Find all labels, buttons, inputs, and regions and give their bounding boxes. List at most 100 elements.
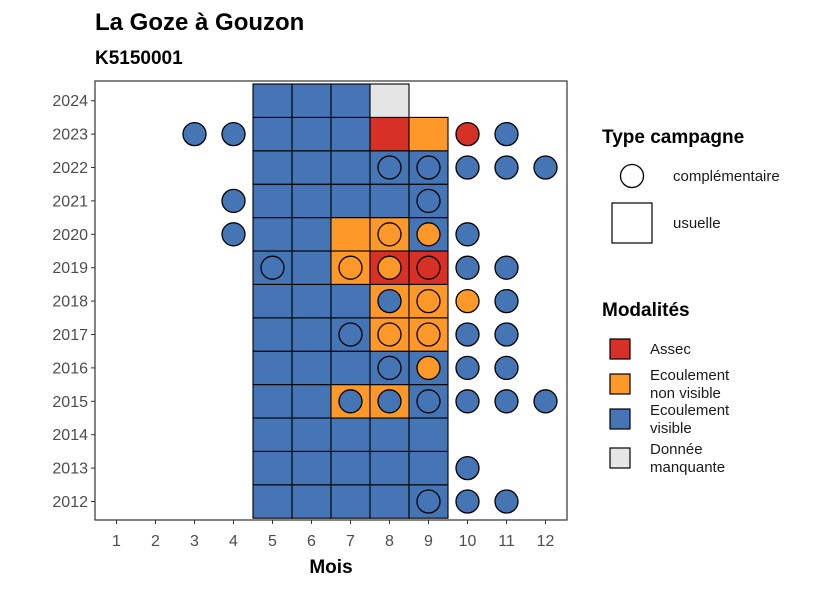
- tile-2015-6: [291, 384, 332, 419]
- y-tick-label-2013: 2013: [52, 461, 88, 478]
- tile-2023-5: [252, 116, 293, 152]
- point-2022-8: [377, 155, 402, 180]
- tile-2021-7: [330, 183, 371, 219]
- tile-2018-5: [252, 283, 293, 319]
- legend-shape-title: Type campagne: [602, 127, 744, 148]
- legend-circle-key: [619, 163, 645, 189]
- x-tick-label-6: 6: [307, 533, 316, 550]
- tile-2016-6: [291, 350, 332, 386]
- legend-color-label: Donnée: [650, 441, 703, 458]
- point-2020-8: [377, 222, 402, 247]
- point-2018-10: [455, 288, 480, 314]
- tile-2022-5: [252, 150, 293, 185]
- x-tick-label-4: 4: [229, 533, 238, 550]
- legend-color-label: manquante: [650, 459, 725, 476]
- legend-color-title: Modalités: [602, 300, 690, 321]
- point-2013-10: [455, 455, 480, 481]
- point-2022-10: [455, 155, 480, 180]
- tile-2022-6: [291, 150, 332, 185]
- legend-swatch-ecoulement_visible: [609, 408, 631, 430]
- y-tick-label-2019: 2019: [52, 260, 88, 277]
- tile-2024-7: [330, 83, 371, 118]
- point-2018-11: [494, 288, 519, 314]
- tile-2014-6: [291, 417, 332, 452]
- x-tick-label-2: 2: [151, 533, 160, 550]
- legend-color-label: Ecoulement: [650, 367, 730, 384]
- tile-2014-7: [330, 417, 371, 452]
- tile-2015-5: [252, 384, 293, 419]
- x-tick-label-12: 12: [537, 533, 555, 550]
- y-tick-label-2017: 2017: [52, 327, 88, 344]
- point-2017-7: [338, 322, 363, 347]
- y-tick-label-2018: 2018: [52, 294, 88, 311]
- tile-2013-6: [291, 450, 332, 486]
- tile-2018-6: [291, 283, 332, 319]
- tile-2020-6: [291, 217, 332, 252]
- x-tick-label-5: 5: [268, 533, 277, 550]
- y-tick-label-2021: 2021: [52, 193, 88, 210]
- point-2021-9: [416, 188, 441, 214]
- x-axis: 1 2 3 4 5 6 7 8 9 10 11 12: [112, 520, 555, 550]
- tile-2021-6: [291, 183, 332, 219]
- point-2023-11: [494, 121, 519, 147]
- tile-2024-8: [369, 83, 410, 118]
- legend: Type campagne complémentaire usuelle Modali…: [602, 127, 780, 476]
- legend-shape-label: complémentaire: [673, 168, 780, 185]
- tile-2021-5: [252, 183, 293, 219]
- tile-2013-7: [330, 450, 371, 486]
- tile-2012-7: [330, 484, 371, 519]
- legend-swatch-donnee_manquante: [609, 447, 631, 469]
- tile-2023-7: [330, 116, 371, 152]
- panel-border: [94, 80, 568, 521]
- point-2012-9: [416, 489, 441, 514]
- tile-2023-6: [291, 116, 332, 152]
- y-tick-label-2020: 2020: [52, 227, 88, 244]
- point-2012-10: [455, 489, 480, 514]
- y-tick-label-2016: 2016: [52, 360, 88, 377]
- point-2020-4: [221, 222, 246, 247]
- legend-color-label: Ecoulement: [650, 402, 730, 419]
- point-2021-4: [221, 188, 246, 214]
- point-2017-8: [377, 322, 402, 347]
- legend-swatch-assec: [609, 338, 631, 360]
- point-2023-3: [182, 121, 207, 147]
- x-tick-label-8: 8: [385, 533, 394, 550]
- legend-color-label: Assec: [650, 341, 691, 358]
- y-tick-label-2014: 2014: [52, 427, 88, 444]
- tile-2020-7: [330, 217, 371, 252]
- tile-2020-5: [252, 217, 293, 252]
- point-2017-10: [455, 322, 480, 347]
- x-tick-label-1: 1: [112, 533, 121, 550]
- y-tick-label-2023: 2023: [52, 127, 88, 144]
- tile-2017-5: [252, 317, 293, 352]
- tile-2012-6: [291, 484, 332, 519]
- legend-color-label: non visible: [650, 385, 721, 402]
- chart-subtitle: K5150001: [95, 48, 183, 69]
- plot-panel: [94, 80, 568, 521]
- point-2016-9: [416, 355, 441, 381]
- point-2023-10: [455, 121, 480, 147]
- point-2018-8: [377, 288, 402, 314]
- point-2022-12: [533, 155, 558, 180]
- y-tick-label-2015: 2015: [52, 394, 88, 411]
- x-tick-label-3: 3: [190, 533, 199, 550]
- tile-2012-8: [369, 484, 410, 519]
- point-2023-4: [221, 121, 246, 147]
- tile-2014-9: [408, 417, 449, 452]
- point-2015-12: [533, 389, 558, 414]
- point-2019-7: [338, 255, 363, 280]
- point-2019-11: [494, 255, 519, 280]
- y-tick-label-2012: 2012: [52, 494, 88, 511]
- tile-2014-8: [369, 417, 410, 452]
- x-tick-label-11: 11: [498, 533, 515, 550]
- point-2020-9: [416, 222, 441, 247]
- point-2016-11: [494, 355, 519, 381]
- y-tick-label-2022: 2022: [52, 160, 88, 177]
- tile-2014-5: [252, 417, 293, 452]
- point-2019-5: [260, 255, 285, 280]
- point-2015-11: [494, 389, 519, 414]
- point-2016-8: [377, 355, 402, 381]
- x-tick-label-7: 7: [346, 533, 355, 550]
- tile-2022-7: [330, 150, 371, 185]
